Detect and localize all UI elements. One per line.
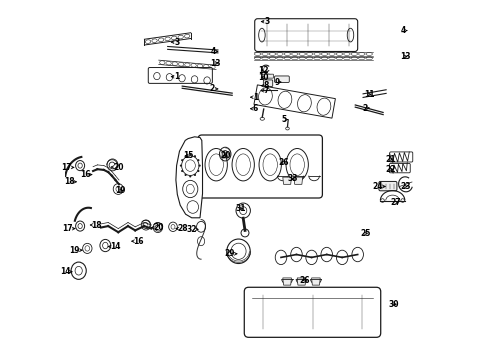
Ellipse shape [189,154,192,156]
Text: 17: 17 [62,224,73,233]
Text: 21: 21 [386,154,396,163]
Ellipse shape [194,155,196,157]
Text: 23: 23 [400,182,411,191]
Polygon shape [254,85,335,118]
Text: 18: 18 [92,220,102,230]
Text: 31: 31 [236,204,246,213]
FancyBboxPatch shape [148,68,212,84]
Text: 25: 25 [360,229,370,238]
FancyBboxPatch shape [263,80,273,86]
Text: 4: 4 [400,26,406,35]
Polygon shape [297,278,306,285]
Ellipse shape [181,159,183,161]
Text: 22: 22 [386,165,396,174]
FancyBboxPatch shape [198,135,322,198]
Text: 15: 15 [183,151,193,160]
Text: 1: 1 [253,93,258,102]
Polygon shape [294,177,303,184]
Text: 12: 12 [258,66,269,75]
Text: 4: 4 [210,47,216,56]
Polygon shape [283,177,292,184]
Text: 1: 1 [174,72,179,81]
Polygon shape [176,137,202,218]
Ellipse shape [197,159,199,161]
Ellipse shape [198,165,201,167]
Text: 26: 26 [299,276,310,284]
Text: 2: 2 [210,85,215,94]
Text: 11: 11 [364,90,374,99]
FancyBboxPatch shape [274,76,289,82]
Text: 16: 16 [133,237,144,246]
Text: 28: 28 [178,224,188,233]
Text: 20: 20 [113,163,124,171]
Text: 18: 18 [64,177,74,186]
Text: 33: 33 [287,174,297,183]
FancyBboxPatch shape [379,181,397,191]
Text: 10: 10 [258,73,269,82]
Ellipse shape [180,165,182,167]
FancyBboxPatch shape [255,19,358,51]
Text: 17: 17 [62,163,72,172]
Text: 14: 14 [60,267,71,276]
Text: 13: 13 [400,52,410,61]
Ellipse shape [194,174,196,176]
Text: 30: 30 [389,300,399,309]
Text: 8: 8 [264,81,269,90]
Ellipse shape [197,170,199,172]
Text: 3: 3 [174,37,179,46]
Text: 19: 19 [70,246,80,255]
Ellipse shape [189,175,192,177]
Text: 7: 7 [264,86,269,95]
Text: 19: 19 [116,186,126,195]
Polygon shape [283,278,292,285]
FancyBboxPatch shape [262,74,273,78]
Text: 14: 14 [110,242,121,251]
Text: 29: 29 [225,249,235,258]
Text: 5: 5 [282,115,287,124]
FancyBboxPatch shape [245,287,381,337]
Text: 16: 16 [80,170,90,179]
Text: 32: 32 [186,225,197,234]
Text: 24: 24 [373,182,383,191]
Text: 27: 27 [391,198,401,207]
Text: 26: 26 [278,158,289,167]
Ellipse shape [185,174,187,176]
Polygon shape [312,278,320,285]
Text: 20: 20 [153,223,164,232]
Text: 6: 6 [253,104,258,113]
Text: 13: 13 [210,58,220,68]
Text: 3: 3 [264,17,270,26]
Text: 2: 2 [363,104,368,112]
Text: 9: 9 [274,77,280,86]
Ellipse shape [185,155,187,157]
Ellipse shape [181,170,183,172]
Text: 20: 20 [220,151,231,160]
